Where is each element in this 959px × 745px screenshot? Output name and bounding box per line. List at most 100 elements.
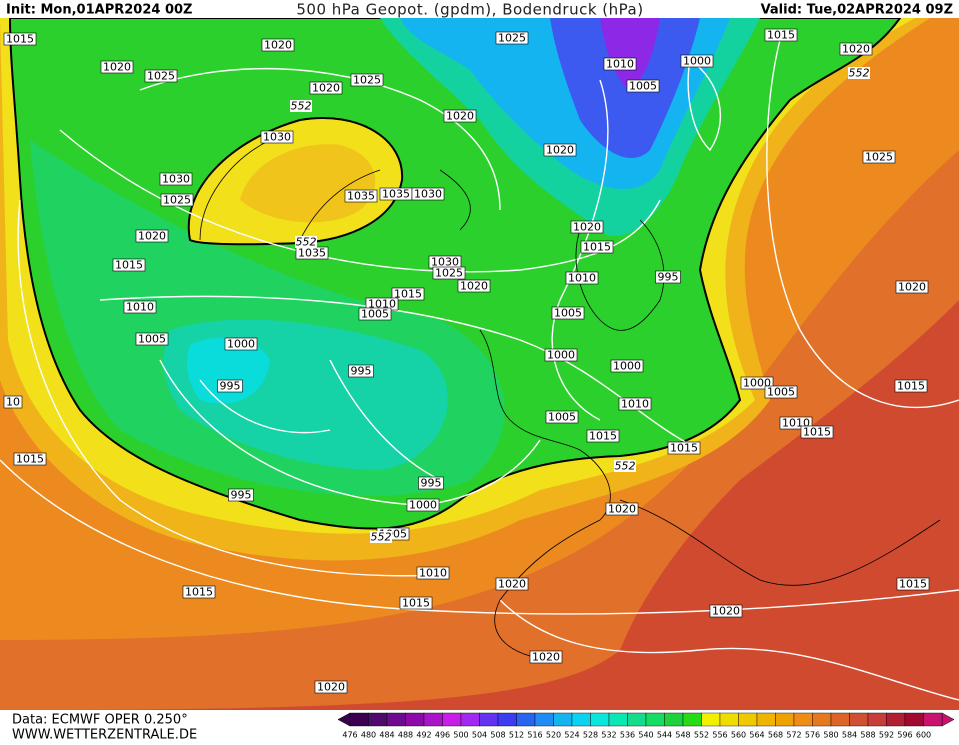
isobar-label: 1015 — [670, 442, 698, 455]
isobar-label: 1005 — [554, 307, 582, 320]
coastline — [479, 329, 611, 661]
isobar-label-box — [13, 452, 47, 466]
colorbar-label: 540 — [638, 731, 653, 740]
isobar-label: 1020 — [546, 144, 574, 157]
colorbar-label: 596 — [897, 731, 912, 740]
isobar-label: 1015 — [899, 578, 927, 591]
isobar-label: 1015 — [115, 259, 143, 272]
colorbar-swatch — [386, 712, 406, 727]
isobar-label: 1030 — [263, 131, 291, 144]
isobar-label-box — [764, 28, 798, 42]
colorbar-swatch — [423, 712, 443, 727]
valid-time: Valid: Tue,02APR2024 09Z — [761, 3, 953, 18]
isobar-label-box — [391, 287, 425, 301]
isobar-label-box — [406, 498, 440, 512]
colorbar-swatch — [349, 712, 369, 727]
field-north-deep — [550, 18, 700, 159]
isobar-label-box — [358, 307, 392, 321]
colorbar-label: 580 — [823, 731, 838, 740]
isobar — [766, 39, 959, 408]
isobar-label-box — [399, 596, 433, 610]
isobar-label-box — [605, 502, 639, 516]
isobar-label-box — [603, 57, 637, 71]
isobar-label-box — [764, 385, 798, 399]
isobar-label: 1030 — [414, 188, 442, 201]
isobar-label: 10 — [6, 396, 20, 409]
colorbar-swatch — [571, 712, 591, 727]
isobar-label: 1030 — [431, 256, 459, 269]
colorbar-swatch — [460, 712, 480, 727]
isobar-label: 1025 — [498, 32, 526, 45]
isobar-label-box — [432, 266, 466, 280]
field-greenland-core — [240, 144, 376, 223]
isobar-label: 1010 — [568, 272, 596, 285]
colorbar-swatch — [867, 712, 887, 727]
colorbar-swatch — [812, 712, 832, 727]
colorbar-label: 524 — [564, 731, 579, 740]
colorbar-swatch — [923, 712, 943, 727]
colorbar-swatch — [793, 712, 813, 727]
isobar-label: 1015 — [583, 241, 611, 254]
coastline — [199, 139, 381, 241]
colorbar-swatch — [738, 712, 758, 727]
isobar-label: 995 — [231, 489, 252, 502]
isobar-label: 1020 — [532, 651, 560, 664]
header-bar — [0, 0, 959, 18]
colorbar-swatch — [645, 712, 665, 727]
colorbar-label: 512 — [509, 731, 524, 740]
colorbar-label: 544 — [657, 731, 672, 740]
colorbar-label: 480 — [361, 731, 376, 740]
isobar-label-box — [309, 81, 343, 95]
isobar-label: 1015 — [767, 29, 795, 42]
isobar-label: 1015 — [803, 426, 831, 439]
colorbar-swatch — [516, 712, 536, 727]
colorbar-label: 492 — [416, 731, 431, 740]
colorbar-swatch — [368, 712, 388, 727]
colorbar-label: 572 — [786, 731, 801, 740]
isobar-label: 1020 — [103, 61, 131, 74]
contour-label-box — [370, 531, 392, 543]
isobar-label-box — [182, 585, 216, 599]
isobar-label-box — [135, 229, 169, 243]
colorbar: 476 480 484 488 492 496 500 504 508 512 516 520 524 5… — [337, 712, 955, 740]
isobar-label: 1025 — [163, 194, 191, 207]
isobar-label-box — [416, 566, 450, 580]
isobar-label: 1025 — [435, 267, 463, 280]
isobar — [199, 379, 331, 434]
isobar-label: 1020 — [264, 39, 292, 52]
isobar-label: 1005 — [138, 333, 166, 346]
colorbar-swatch — [682, 712, 702, 727]
colorbar-label: 508 — [490, 731, 505, 740]
isobar — [0, 459, 959, 615]
isobar-label: 1020 — [312, 82, 340, 95]
isobar-label-box — [896, 577, 930, 591]
isobar-label: 1030 — [162, 173, 190, 186]
isobar-label-box — [895, 280, 929, 294]
isobar-label-box — [570, 220, 604, 234]
isobar-label-box — [159, 172, 193, 186]
colorbar-label: 476 — [342, 731, 357, 740]
colorbar-swatch — [775, 712, 795, 727]
isobar-label: 1020 — [842, 43, 870, 56]
field — [0, 17, 959, 710]
isobar — [329, 359, 441, 481]
colorbar-swatch — [627, 712, 647, 727]
colorbar-swatch — [886, 712, 906, 727]
isobar — [17, 199, 441, 577]
site: WWW.WETTERZENTRALE.DE — [12, 728, 197, 742]
isobar-label: 1005 — [629, 80, 657, 93]
isobar-label-box — [112, 258, 146, 272]
contour-label-box — [614, 460, 636, 472]
isobar — [687, 58, 722, 152]
isobar-label: 1035 — [382, 188, 410, 201]
isobar-label: 1015 — [402, 597, 430, 610]
isobar-label-box — [123, 300, 157, 314]
isobar-label-box — [529, 650, 563, 664]
isobar-label-box — [580, 240, 614, 254]
isobar-label: 1035 — [347, 190, 375, 203]
coastline — [619, 499, 941, 586]
contour-label-box — [295, 236, 317, 248]
field-cyan-core — [187, 337, 270, 404]
